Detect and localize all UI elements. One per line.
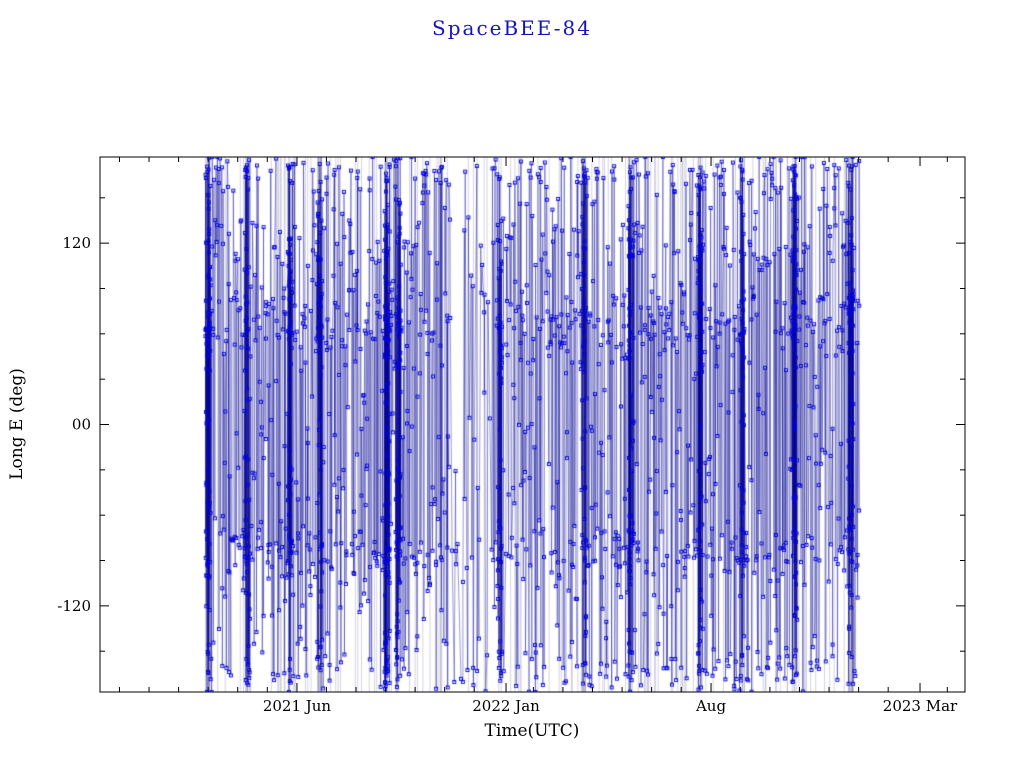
y-tick-label: 120 bbox=[62, 234, 91, 252]
axis-ticks: 120 00 -120 2021 Jun 2022 Jan Aug 2023 Mar bbox=[57, 156, 966, 715]
chart-title: SpaceBEE-84 bbox=[432, 16, 592, 40]
y-tick-label: 00 bbox=[72, 416, 91, 434]
y-tick-label: -120 bbox=[57, 597, 91, 615]
x-axis-title: Time(UTC) bbox=[485, 721, 580, 741]
data-layer bbox=[100, 157, 965, 692]
x-tick-label: Aug bbox=[695, 697, 726, 715]
y-axis-title: Long E (deg) bbox=[7, 368, 27, 480]
x-tick-label: 2023 Mar bbox=[883, 697, 958, 715]
x-tick-label: 2022 Jan bbox=[472, 697, 540, 715]
x-tick-label: 2021 Jun bbox=[263, 697, 332, 715]
